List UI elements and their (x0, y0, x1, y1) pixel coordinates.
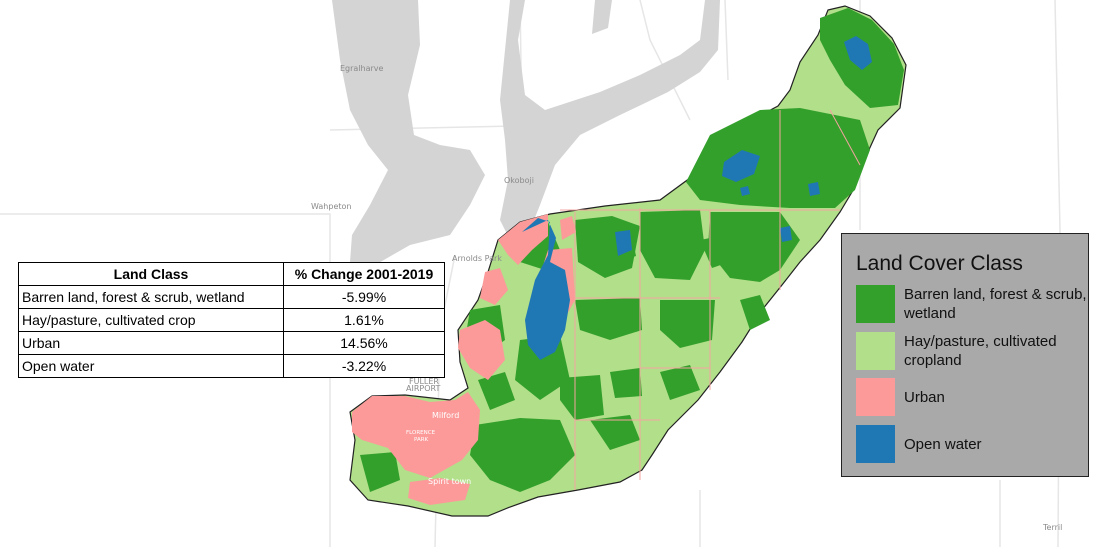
parcel-lines (560, 109, 861, 490)
legend: Land Cover Class Barren land, forest & s… (841, 233, 1089, 477)
change-cell: -5.99% (283, 285, 445, 309)
place-label-wahpeton: Wahpeton (311, 202, 351, 211)
place-label-terril: Terril (1042, 523, 1062, 532)
legend-label-urban: Urban (904, 389, 945, 406)
header-percent-change: % Change 2001-2019 (283, 262, 445, 286)
place-labels: Egralharve Wahpeton Okoboji Arnolds Park… (311, 64, 1062, 532)
place-label-fuller-airport-1: FULLER (409, 377, 439, 386)
land-class-cell: Barren land, forest & scrub, wetland (18, 285, 284, 309)
big-spirit-lake (332, 0, 485, 265)
land-class-change-table: Land Class % Change 2001-2019 Barren lan… (18, 262, 445, 378)
place-label-fuller-airport-2: AIRPORT (406, 384, 440, 393)
legend-label-open-water: Open water (904, 436, 982, 453)
place-label-florence-park-2: PARK (414, 437, 429, 443)
place-label-egralharve: Egralharve (340, 64, 384, 73)
legend-title: Land Cover Class (856, 252, 1023, 275)
place-label-florence-park-1: FLORENCE (406, 430, 436, 436)
legend-swatch-cropland (856, 332, 895, 370)
open-water-patches (522, 36, 872, 360)
table-row: Open water -3.22% (18, 354, 445, 378)
place-label-okoboji: Okoboji (504, 176, 534, 185)
change-cell: 14.56% (283, 331, 445, 355)
basemap-lakes (332, 0, 720, 265)
header-land-class: Land Class (18, 262, 284, 286)
land-class-cell: Open water (18, 354, 284, 378)
west-okoboji-lake (500, 0, 720, 240)
legend-swatch-open-water (856, 425, 895, 463)
change-cell: 1.61% (283, 308, 445, 332)
table-header-row: Land Class % Change 2001-2019 (18, 262, 445, 286)
legend-label-forest: Barren land, forest & scrub, wetland (904, 286, 1087, 322)
place-label-milford: Milford (432, 411, 459, 420)
table-row: Urban 14.56% (18, 331, 445, 355)
land-class-cell: Urban (18, 331, 284, 355)
table-row: Hay/pasture, cultivated crop 1.61% (18, 308, 445, 332)
legend-swatch-forest (856, 285, 895, 323)
table-row: Barren land, forest & scrub, wetland -5.… (18, 285, 445, 309)
legend-label-cropland: Hay/pasture, cultivated cropland (904, 333, 1057, 369)
forest-patches (360, 8, 904, 492)
place-label-arnolds-park: Arnolds Park (452, 254, 502, 263)
legend-swatch-urban (856, 378, 895, 416)
place-label-spirit-town: Spirit town (428, 477, 471, 486)
land-class-cell: Hay/pasture, cultivated crop (18, 308, 284, 332)
east-okoboji-lake (592, 0, 612, 34)
change-cell: -3.22% (283, 354, 445, 378)
